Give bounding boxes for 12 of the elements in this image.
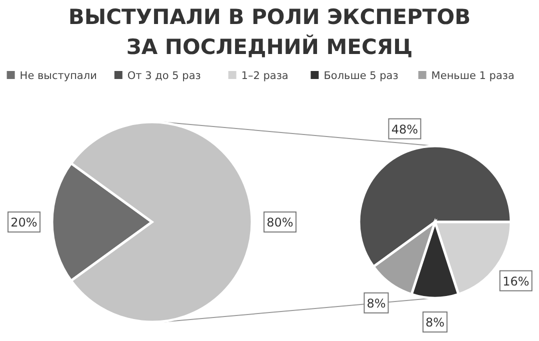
legend-label: 1–2 раза <box>241 70 288 82</box>
legend-label: Больше 5 раз <box>324 70 398 82</box>
legend-label: Не выступали <box>20 70 97 82</box>
data-label: 80% <box>266 216 294 230</box>
legend-label: От 3 до 5 раз <box>127 70 201 82</box>
data-label: 48% <box>391 122 418 136</box>
chart-title: ВЫСТУПАЛИ В РОЛИ ЭКСПЕРТОВ ЗА ПОСЛЕДНИЙ МЕСЯЦ <box>68 5 471 59</box>
legend-label: Меньше 1 раза <box>431 70 514 82</box>
data-label: 16% <box>502 274 530 288</box>
data-label: 20% <box>10 216 38 230</box>
data-label: 8% <box>425 316 445 330</box>
data-label: 8% <box>366 296 386 310</box>
